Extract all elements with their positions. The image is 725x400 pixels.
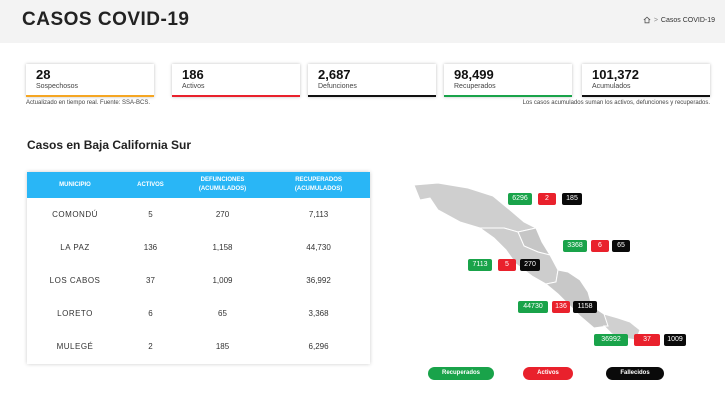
stat-value: 2,687 xyxy=(318,67,351,82)
stat-color-bar xyxy=(444,95,572,97)
cell-municipio: LORETO xyxy=(57,309,93,318)
cell-recuperados: 6,296 xyxy=(308,342,329,351)
cases-table: MUNICIPIO ACTIVOS DEFUNCIONES (ACUMULADOS… xyxy=(27,172,370,364)
table-header-row: MUNICIPIO ACTIVOS DEFUNCIONES (ACUMULADOS… xyxy=(27,172,370,198)
stat-value: 186 xyxy=(182,67,204,82)
stat-card-acumulados: 101,372 Acumulados xyxy=(582,64,710,97)
stat-color-bar xyxy=(26,95,154,97)
legend-fallecidos-button[interactable]: Fallecidos xyxy=(606,367,664,380)
stat-value: 98,499 xyxy=(454,67,494,82)
cell-municipio: MULEGÉ xyxy=(56,342,94,351)
table-row: LOS CABOS 37 1,009 36,992 xyxy=(27,264,370,297)
map-region-comondu[interactable] xyxy=(478,227,559,285)
map-recuperados-loscabos: 36992 xyxy=(594,334,628,346)
stat-value: 101,372 xyxy=(592,67,639,82)
stat-label: Recuperados xyxy=(454,83,496,90)
legend-activos-button[interactable]: Activos xyxy=(523,367,573,380)
breadcrumb: > Casos COVID-19 xyxy=(643,16,715,24)
stat-card-defunciones: 2,687 Defunciones xyxy=(308,64,436,97)
cell-activos: 5 xyxy=(148,210,153,219)
stat-label: Activos xyxy=(182,83,205,90)
stat-label: Sospechosos xyxy=(36,83,79,90)
cell-municipio: COMONDÚ xyxy=(52,210,98,219)
table-row: MULEGÉ 2 185 6,296 xyxy=(27,330,370,363)
source-note: Actualizado en tiempo real. Fuente: SSA-… xyxy=(26,100,151,106)
map-region-loscabos[interactable] xyxy=(602,313,641,341)
column-header-defunciones: DEFUNCIONES (ACUMULADOS) xyxy=(198,177,247,192)
stat-value: 28 xyxy=(36,67,51,82)
map-recuperados-comondu: 7113 xyxy=(468,259,492,271)
stat-color-bar xyxy=(172,95,300,97)
map-fallecidos-loreto: 65 xyxy=(612,240,630,252)
breadcrumb-separator: > xyxy=(653,16,658,24)
page-title: CASOS COVID-19 xyxy=(22,9,190,30)
map-activos-loscabos: 37 xyxy=(634,334,660,346)
column-header-recuperados: RECUPERADOS (ACUMULADOS) xyxy=(294,177,343,192)
table-row: COMONDÚ 5 270 7,113 xyxy=(27,198,370,231)
cell-activos: 136 xyxy=(143,243,158,252)
map-fallecidos-mulege: 185 xyxy=(562,193,582,205)
cell-defunciones: 65 xyxy=(218,309,227,318)
map-region-mulege[interactable] xyxy=(413,182,538,233)
legend-recuperados-button[interactable]: Recuperados xyxy=(428,367,494,380)
stat-card-activos: 186 Activos xyxy=(172,64,300,97)
cell-defunciones: 185 xyxy=(215,342,230,351)
stat-color-bar xyxy=(582,95,710,97)
stat-label: Defunciones xyxy=(318,83,357,90)
bcs-map xyxy=(413,182,641,341)
cell-municipio: LOS CABOS xyxy=(49,276,101,285)
cell-activos: 37 xyxy=(146,276,155,285)
stat-label: Acumulados xyxy=(592,83,631,90)
section-title: Casos en Baja California Sur xyxy=(27,138,192,152)
breadcrumb-current: Casos COVID-19 xyxy=(660,16,715,24)
stat-card-recuperados: 98,499 Recuperados xyxy=(444,64,572,97)
map-activos-mulege: 2 xyxy=(538,193,556,205)
cell-recuperados: 7,113 xyxy=(308,210,329,219)
stat-color-bar xyxy=(308,95,436,97)
map-activos-loreto: 6 xyxy=(591,240,609,252)
cell-activos: 6 xyxy=(148,309,153,318)
map-activos-lapaz: 136 xyxy=(552,301,570,313)
cell-defunciones: 1,009 xyxy=(212,276,233,285)
map-recuperados-loreto: 3368 xyxy=(563,240,587,252)
map-fallecidos-lapaz: 1158 xyxy=(573,301,597,313)
column-header-municipio: MUNICIPIO xyxy=(59,181,91,188)
cell-recuperados: 36,992 xyxy=(306,276,331,285)
stat-card-sospechosos: 28 Sospechosos xyxy=(26,64,154,97)
home-icon[interactable] xyxy=(643,16,651,24)
cell-defunciones: 1,158 xyxy=(212,243,233,252)
column-header-activos: ACTIVOS xyxy=(137,181,164,188)
map-activos-comondu: 5 xyxy=(498,259,516,271)
cell-municipio: LA PAZ xyxy=(60,243,90,252)
map-recuperados-lapaz: 44730 xyxy=(518,301,548,313)
table-row: LORETO 6 65 3,368 xyxy=(27,297,370,330)
table-row: LA PAZ 136 1,158 44,730 xyxy=(27,231,370,264)
map-fallecidos-loscabos: 1009 xyxy=(664,334,686,346)
cell-defunciones: 270 xyxy=(215,210,230,219)
cell-recuperados: 3,368 xyxy=(308,309,329,318)
cell-recuperados: 44,730 xyxy=(306,243,331,252)
map-fallecidos-comondu: 270 xyxy=(520,259,540,271)
accumulated-note: Los casos acumulados suman los activos, … xyxy=(522,100,710,106)
cell-activos: 2 xyxy=(148,342,153,351)
page-header: CASOS COVID-19 > Casos COVID-19 xyxy=(0,0,725,43)
map-recuperados-mulege: 6296 xyxy=(508,193,532,205)
